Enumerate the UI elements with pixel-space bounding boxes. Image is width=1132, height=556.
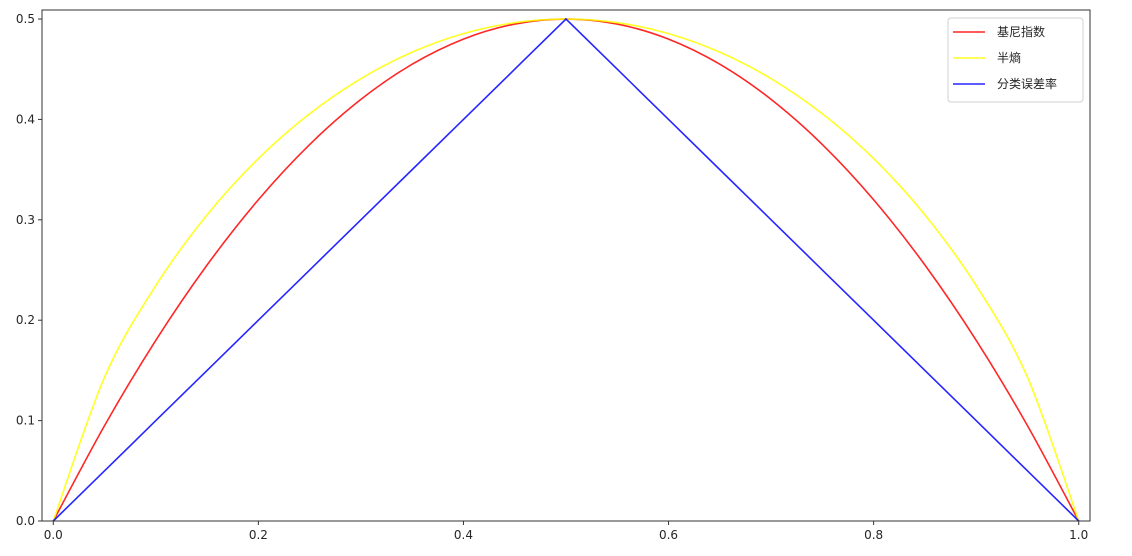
plot-frame bbox=[41, 9, 1091, 522]
x-tick-label: 0.0 bbox=[44, 528, 63, 542]
series-layer bbox=[52, 17, 1080, 522]
ticks-layer: 0.0 0.2 0.4 0.6 0.8 1.0 0.0 0.1 0.2 0.3 0.4 0.5 bbox=[16, 12, 1088, 542]
legend-box bbox=[947, 17, 1084, 103]
x-tick-label: 0.8 bbox=[864, 528, 883, 542]
y-tick-label: 0.1 bbox=[16, 414, 35, 428]
x-tick-label: 0.2 bbox=[249, 528, 268, 542]
x-tick-label: 0.6 bbox=[659, 528, 678, 542]
y-tick-label: 0.4 bbox=[16, 112, 35, 126]
x-tick-label: 0.4 bbox=[454, 528, 473, 542]
legend-label: 基尼指数 bbox=[997, 24, 1045, 39]
x-tick-label: 1.0 bbox=[1069, 528, 1088, 542]
series-line-2 bbox=[52, 17, 1080, 522]
legend-label: 半熵 bbox=[997, 50, 1021, 65]
y-tick-label: 0.5 bbox=[16, 12, 35, 26]
series-line-1 bbox=[52, 18, 1080, 522]
y-tick-label: 0.3 bbox=[16, 213, 35, 227]
series-line-0 bbox=[52, 18, 1080, 522]
y-tick-label: 0.0 bbox=[16, 514, 35, 528]
legend-label: 分类误差率 bbox=[997, 76, 1057, 91]
y-tick-label: 0.2 bbox=[16, 313, 35, 327]
